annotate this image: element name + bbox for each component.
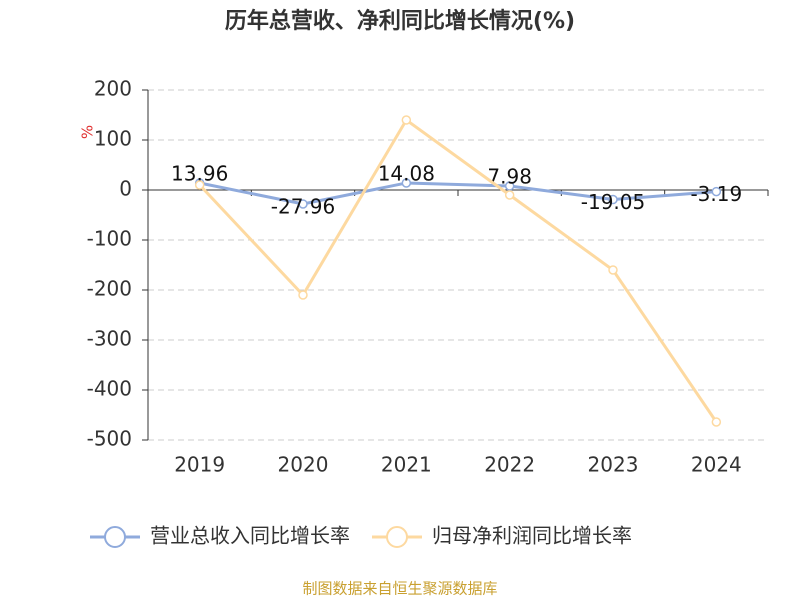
y-axis-label: % <box>79 125 97 139</box>
legend-marker <box>386 526 408 548</box>
x-tick-label: 2020 <box>278 453 329 477</box>
x-tick-label: 2019 <box>174 453 225 477</box>
y-tick-label: 200 <box>94 77 132 101</box>
legend-label: 归母净利润同比增长率 <box>432 524 632 548</box>
series-line <box>198 117 718 423</box>
legend-marker <box>104 526 126 548</box>
point <box>504 181 515 191</box>
point <box>401 115 412 125</box>
x-tick-label: 2021 <box>381 453 432 477</box>
series-line <box>199 181 717 206</box>
point <box>298 199 308 209</box>
point <box>608 194 618 205</box>
point <box>608 265 618 275</box>
y-tick-label: -100 <box>87 227 132 251</box>
y-tick-label: -500 <box>87 427 132 451</box>
data-label: -27.96 <box>271 194 335 218</box>
y-tick-label: -200 <box>87 277 132 301</box>
data-label: -3.19 <box>690 182 742 206</box>
point <box>194 180 205 190</box>
point <box>298 290 308 300</box>
x-tick-label: 2024 <box>691 453 742 477</box>
x-tick-label: 2022 <box>484 453 535 477</box>
data-label: 14.08 <box>378 161 435 185</box>
y-tick-label: -400 <box>87 377 132 401</box>
legend-label: 营业总收入同比增长率 <box>150 524 350 548</box>
source: 制图数据来自恒生聚源数据库 <box>302 580 497 598</box>
point <box>401 178 412 188</box>
point <box>504 190 515 200</box>
chart-title: 历年总营收、净利同比增长情况(%) <box>225 8 575 34</box>
x-tick-label: 2023 <box>588 453 639 477</box>
point <box>711 417 722 427</box>
y-tick-label: 0 <box>119 177 132 201</box>
y-tick-label: -300 <box>87 327 132 351</box>
y-tick-label: 100 <box>94 127 132 151</box>
data-label: -19.05 <box>581 190 645 214</box>
point <box>711 186 722 197</box>
